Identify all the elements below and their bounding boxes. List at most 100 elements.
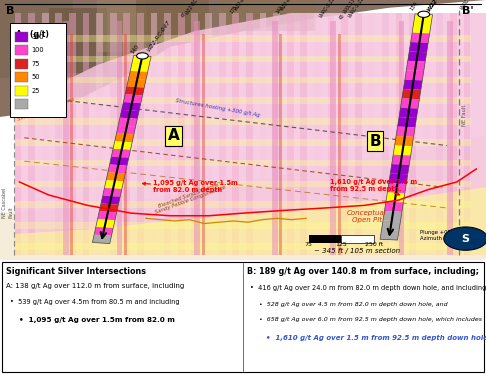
Text: W22-RC-042: W22-RC-042 [426,0,454,13]
Polygon shape [398,117,417,128]
Bar [123,13,130,255]
Bar [300,13,307,255]
Bar [83,13,89,255]
Text: 140: 140 [130,43,140,55]
Polygon shape [15,187,486,255]
Bar [97,0,146,52]
Polygon shape [104,180,123,189]
Polygon shape [406,61,425,71]
Bar [151,13,157,255]
Bar [15,32,28,42]
Bar [15,98,471,104]
Bar [279,34,282,255]
Text: W-RC-S-12002: W-RC-S-12002 [459,0,483,10]
Text: W22-RC-045: W22-RC-045 [185,0,206,16]
Text: 142: 142 [276,4,285,14]
Polygon shape [117,126,136,134]
Text: •  1,095 g/t Ag over 1.5m from 82.0 m: • 1,095 g/t Ag over 1.5m from 82.0 m [19,317,175,323]
Bar [450,13,457,255]
Text: W22-RC-014: W22-RC-014 [279,0,300,12]
Text: NE Fault: NE Fault [462,104,467,126]
Polygon shape [122,102,141,111]
Polygon shape [393,145,412,156]
Bar [328,13,334,255]
Text: Structures hosting +300 g/t Ag: Structures hosting +300 g/t Ag [175,98,260,118]
Bar [110,13,117,255]
Bar [219,0,316,31]
Text: 47: 47 [181,10,188,18]
Bar [15,35,471,42]
Bar [191,13,198,255]
Text: 154: 154 [409,0,419,12]
Bar [15,45,28,55]
Polygon shape [411,33,430,43]
Bar [70,34,73,255]
Bar [246,13,253,255]
Polygon shape [94,227,113,236]
Bar [202,34,205,255]
Text: 75: 75 [31,61,39,67]
Polygon shape [15,13,486,255]
Text: B: 189 g/t Ag over 140.8 m from surface, including;: B: 189 g/t Ag over 140.8 m from surface,… [247,267,479,276]
Bar [447,21,453,255]
Polygon shape [386,192,405,202]
Circle shape [137,53,148,59]
Polygon shape [118,118,138,127]
Text: B: B [369,134,381,148]
Bar [309,235,341,243]
Text: •  528 g/t Ag over 4.5 m from 82.0 m depth down hole, and: • 528 g/t Ag over 4.5 m from 82.0 m dept… [259,302,447,307]
Bar [15,99,28,109]
Text: 250 ft: 250 ft [365,242,383,247]
Text: •  539 g/t Ag over 4.5m from 80.5 m and including: • 539 g/t Ag over 4.5m from 80.5 m and i… [10,299,179,305]
Polygon shape [414,14,433,24]
Bar [382,13,389,255]
Bar [273,13,280,255]
Bar [15,59,28,68]
Polygon shape [0,135,486,260]
Text: A: 138 g/t Ag over 112.0 m from surface, including: A: 138 g/t Ag over 112.0 m from surface,… [6,283,184,289]
Polygon shape [99,203,119,212]
Text: 1,095 g/t Ag over 1.5m
from 82.0 m depth: 1,095 g/t Ag over 1.5m from 82.0 m depth [143,180,238,193]
Bar [272,21,278,255]
Bar [55,13,62,255]
Bar [341,13,348,255]
Bar [178,13,185,255]
Text: Significant Silver Intersections: Significant Silver Intersections [6,267,146,276]
Text: Ag (g/t): Ag (g/t) [16,30,49,39]
Polygon shape [403,80,422,90]
Bar [205,13,212,255]
Bar [399,21,404,255]
Text: 43: 43 [339,13,346,21]
Polygon shape [115,133,134,142]
Bar [436,13,443,255]
Polygon shape [409,42,428,52]
Bar [69,13,76,255]
Polygon shape [103,188,122,197]
Text: S: S [462,234,469,243]
Bar [260,13,266,255]
Bar [10,24,66,117]
Bar [96,13,103,255]
Text: 50: 50 [31,74,39,80]
Polygon shape [113,141,132,150]
Bar [355,13,362,255]
Bar [341,235,374,243]
Bar [219,13,226,255]
Text: W22-RC-055: W22-RC-055 [233,0,254,12]
Circle shape [444,227,486,250]
Text: Conceptual
Open Pit: Conceptual Open Pit [347,210,387,223]
Text: 175: 175 [229,4,239,14]
Text: 25: 25 [31,88,39,94]
Polygon shape [125,86,144,95]
Polygon shape [132,55,151,64]
Bar [15,86,28,96]
Polygon shape [110,157,129,166]
Polygon shape [380,230,399,240]
Polygon shape [390,164,409,174]
Bar [423,13,430,255]
Bar [63,21,69,255]
Polygon shape [128,71,148,80]
Polygon shape [130,63,149,72]
Text: W-0013
W-RC-S-12007: W-0013 W-RC-S-12007 [343,0,371,18]
Bar [15,77,471,83]
